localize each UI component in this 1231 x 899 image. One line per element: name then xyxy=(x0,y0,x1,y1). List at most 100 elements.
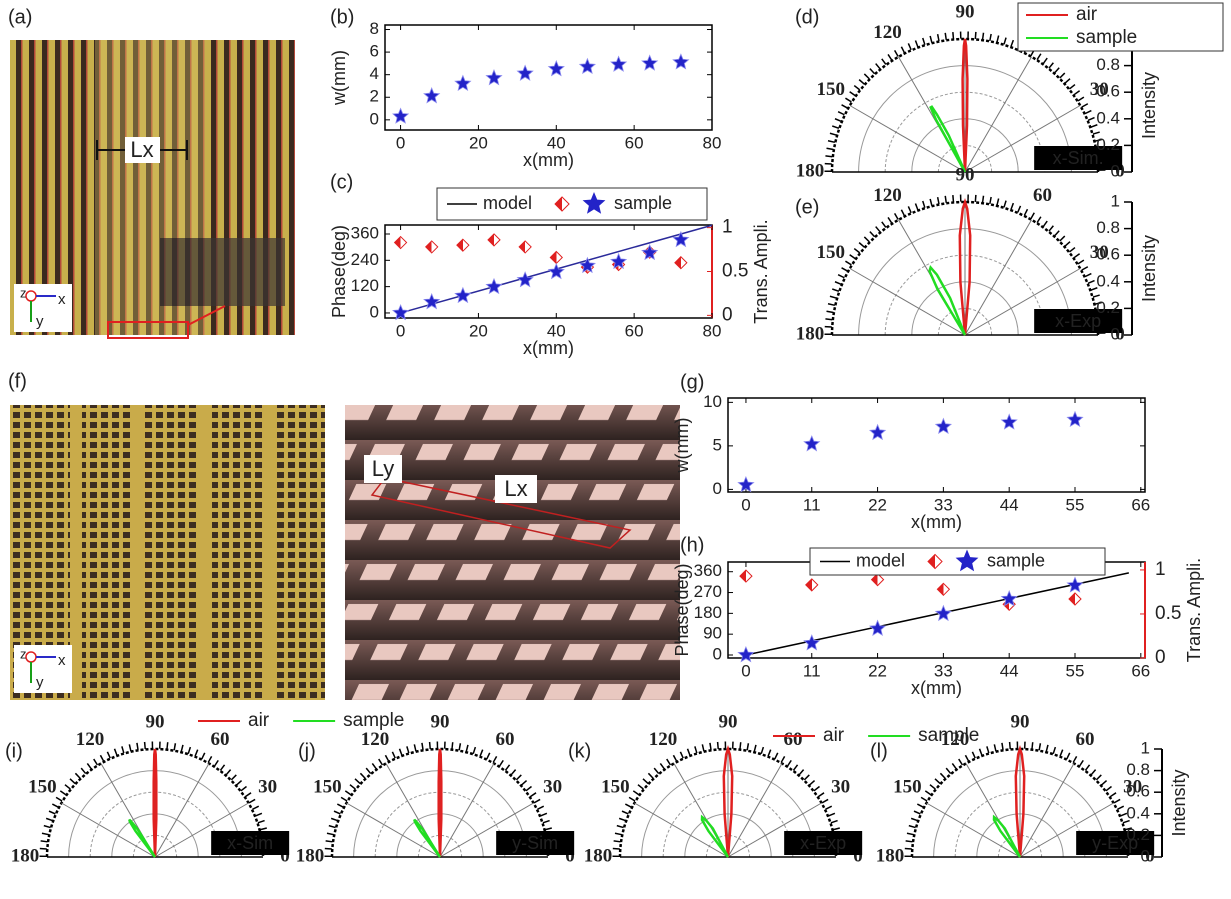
theta-tick-label: 60 xyxy=(1076,729,1095,750)
y-tick-label: 6 xyxy=(370,42,379,61)
theta-tick-label: 120 xyxy=(361,729,390,750)
y2-tick-label: 0.5 xyxy=(722,261,748,282)
star-point xyxy=(804,436,819,451)
y-tick-label: 0 xyxy=(713,479,722,498)
star-point xyxy=(424,88,439,103)
lobe xyxy=(129,820,155,857)
theta-tick-label: 60 xyxy=(784,729,803,750)
x-tick-label: 20 xyxy=(469,321,488,340)
y-tick-label: 10 xyxy=(703,392,722,411)
diamond-point xyxy=(395,237,407,249)
x-tick-label: 11 xyxy=(803,495,821,514)
panel-label: (j) xyxy=(298,740,316,762)
star-point xyxy=(804,635,819,650)
theta-grid xyxy=(155,763,209,857)
panel-label: (l) xyxy=(870,740,888,762)
y2-tick-label: 0 xyxy=(1155,647,1166,668)
star-point xyxy=(455,76,470,91)
theta-tick-label: 90 xyxy=(431,711,450,732)
theta-tick-label: 150 xyxy=(817,79,846,100)
x-tick-label: 44 xyxy=(1000,661,1019,680)
x-tick-label: 60 xyxy=(625,321,644,340)
r-tick-label: 1 xyxy=(1111,191,1120,210)
diamond-point xyxy=(426,241,438,253)
legend-label: air xyxy=(1076,4,1098,25)
y-axis-label: w(mm) xyxy=(672,418,692,474)
r-tick-label: 0.4 xyxy=(1126,803,1150,822)
x-tick-label: 0 xyxy=(741,495,750,514)
y2-tick-label: 1 xyxy=(1155,559,1166,580)
theta-tick-label: 90 xyxy=(719,711,738,732)
r-tick-label: 0.2 xyxy=(1096,135,1120,154)
x-tick-label: 60 xyxy=(625,133,644,152)
y-tick-label: 8 xyxy=(370,19,379,38)
r-tick-label: 0.4 xyxy=(1096,108,1120,127)
theta-tick-label: 90 xyxy=(956,1,975,22)
r-axis-label: Intensity xyxy=(1139,235,1159,302)
r-tick-label: 0 xyxy=(1111,161,1120,180)
star-point xyxy=(738,647,753,662)
star-point xyxy=(518,66,533,81)
x-tick-label: 0 xyxy=(741,661,750,680)
x-tick-label: 66 xyxy=(1131,661,1150,680)
theta-tick-label: 120 xyxy=(649,729,678,750)
theta-tick-label: 180 xyxy=(296,845,325,866)
photo-cubes-texture xyxy=(345,405,680,700)
y2-axis-label: Trans. Ampli. xyxy=(1184,558,1204,662)
plot-frame xyxy=(728,398,1145,492)
photo-gap xyxy=(133,405,145,700)
theta-tick-label: 30 xyxy=(258,776,277,797)
theta-tick-label: 90 xyxy=(1011,711,1030,732)
tag-label: x-Sim xyxy=(227,833,273,853)
theta-tick-label: 30 xyxy=(543,776,562,797)
theta-tick-label: 30 xyxy=(831,776,850,797)
dimension-label: Lx xyxy=(130,137,153,162)
legend-label: air xyxy=(248,710,270,731)
theta-tick-label: 120 xyxy=(76,729,105,750)
x-tick-label: 80 xyxy=(703,321,722,340)
theta-grid xyxy=(346,803,440,857)
star-point xyxy=(870,621,885,636)
tag-label: y-Sim xyxy=(512,833,558,853)
legend-box xyxy=(810,548,1105,575)
theta-grid xyxy=(850,269,965,336)
axis-x: x xyxy=(58,652,66,669)
dimension-label: Ly xyxy=(372,456,394,481)
x-tick-label: 20 xyxy=(469,133,488,152)
figure: Lx z x y (a) z x y (f) Ly Lx 02040608002… xyxy=(0,0,1231,899)
theta-tick-label: 60 xyxy=(1033,185,1052,206)
y-tick-label: 2 xyxy=(370,87,379,106)
legend-label: sample xyxy=(1076,27,1137,48)
y-tick-label: 0 xyxy=(713,644,722,663)
y-axis-label: Phase(deg) xyxy=(329,225,349,318)
r-tick-label: 0.2 xyxy=(1126,825,1150,844)
y2-tick-label: 0 xyxy=(722,304,733,325)
diamond-point xyxy=(488,234,500,246)
star-point xyxy=(1067,577,1082,591)
theta-tick-label: 150 xyxy=(893,776,922,797)
theta-tick-label: 180 xyxy=(584,845,613,866)
star-point xyxy=(673,54,688,68)
r-tick-label: 1 xyxy=(1141,738,1150,757)
star-point xyxy=(673,232,688,247)
r-tick-label: 0 xyxy=(1141,846,1150,865)
y-tick-label: 240 xyxy=(351,250,379,269)
theta-tick-label: 150 xyxy=(313,776,342,797)
legend-label: sample xyxy=(614,193,672,213)
x-tick-label: 22 xyxy=(868,661,887,680)
y-tick-label: 5 xyxy=(713,435,722,454)
theta-tick-label: 150 xyxy=(601,776,630,797)
y-tick-label: 360 xyxy=(694,561,722,580)
x-axis-label: x(mm) xyxy=(911,512,962,532)
photo-gap xyxy=(200,405,212,700)
y2-tick-label: 1 xyxy=(722,217,733,238)
panel-label: (b) xyxy=(330,6,354,28)
plot-frame xyxy=(728,562,1145,658)
x-tick-label: 55 xyxy=(1066,495,1085,514)
y-tick-label: 4 xyxy=(370,64,379,83)
y-tick-label: 0 xyxy=(370,109,379,128)
theta-tick-label: 60 xyxy=(496,729,515,750)
x-tick-label: 44 xyxy=(1000,495,1019,514)
r-tick-label: 0.8 xyxy=(1096,55,1120,74)
tag-label: x-Exp xyxy=(800,833,846,853)
